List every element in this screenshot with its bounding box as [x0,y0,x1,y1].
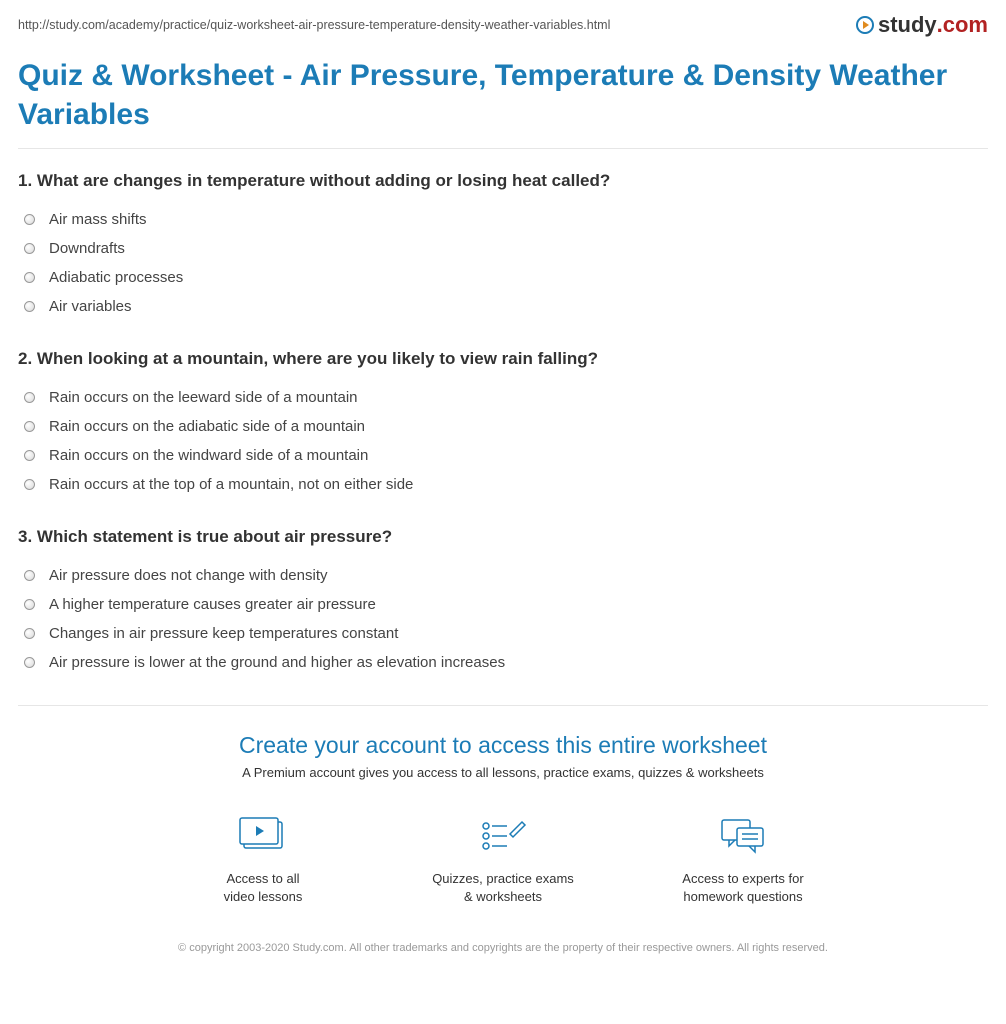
benefit-video: Access to all video lessons [178,812,348,906]
benefit-quizzes: Quizzes, practice exams & worksheets [418,812,588,906]
section-divider [18,705,988,706]
radio-icon[interactable] [24,657,35,668]
option-label: Air mass shifts [49,211,147,228]
answer-option[interactable]: Air pressure is lower at the ground and … [18,648,988,677]
answer-option[interactable]: Air variables [18,292,988,321]
radio-icon[interactable] [24,421,35,432]
radio-icon[interactable] [24,479,35,490]
radio-icon[interactable] [24,272,35,283]
option-label: Changes in air pressure keep temperature… [49,625,398,642]
question-block: 1. What are changes in temperature witho… [18,171,988,321]
option-label: Downdrafts [49,240,125,257]
page-title: Quiz & Worksheet - Air Pressure, Tempera… [18,56,988,149]
answer-option[interactable]: A higher temperature causes greater air … [18,590,988,619]
cta-section: Create your account to access this entir… [18,732,988,957]
answer-option[interactable]: Adiabatic processes [18,263,988,292]
question-text: 1. What are changes in temperature witho… [18,171,988,191]
option-label: Air pressure does not change with densit… [49,567,328,584]
question-block: 3. Which statement is true about air pre… [18,527,988,677]
answer-option[interactable]: Rain occurs on the windward side of a mo… [18,441,988,470]
question-text: 2. When looking at a mountain, where are… [18,349,988,369]
option-label: Air variables [49,298,132,315]
radio-icon[interactable] [24,570,35,581]
option-label: Rain occurs on the adiabatic side of a m… [49,418,365,435]
question-block: 2. When looking at a mountain, where are… [18,349,988,499]
radio-icon[interactable] [24,628,35,639]
option-label: Rain occurs on the windward side of a mo… [49,447,368,464]
benefit-text: Quizzes, practice exams & worksheets [418,870,588,906]
radio-icon[interactable] [24,243,35,254]
cta-subtitle: A Premium account gives you access to al… [18,765,988,780]
option-label: Rain occurs at the top of a mountain, no… [49,476,413,493]
answer-option[interactable]: Changes in air pressure keep temperature… [18,619,988,648]
radio-icon[interactable] [24,214,35,225]
logo-suffix: .com [937,12,988,38]
radio-icon[interactable] [24,450,35,461]
question-text: 3. Which statement is true about air pre… [18,527,988,547]
video-icon [178,812,348,860]
chat-icon [658,812,828,860]
checklist-icon [418,812,588,860]
header-row: http://study.com/academy/practice/quiz-w… [18,12,988,38]
page-url: http://study.com/academy/practice/quiz-w… [18,18,610,32]
option-label: A higher temperature causes greater air … [49,596,376,613]
answer-option[interactable]: Rain occurs on the adiabatic side of a m… [18,412,988,441]
benefit-text: Access to all video lessons [178,870,348,906]
answer-option[interactable]: Air mass shifts [18,205,988,234]
answer-option[interactable]: Downdrafts [18,234,988,263]
cta-title: Create your account to access this entir… [18,732,988,759]
site-logo[interactable]: study.com [856,12,988,38]
radio-icon[interactable] [24,599,35,610]
copyright-text: © copyright 2003-2020 Study.com. All oth… [143,940,863,957]
radio-icon[interactable] [24,392,35,403]
option-label: Air pressure is lower at the ground and … [49,654,505,671]
benefit-text: Access to experts for homework questions [658,870,828,906]
option-label: Rain occurs on the leeward side of a mou… [49,389,358,406]
answer-option[interactable]: Air pressure does not change with densit… [18,561,988,590]
option-label: Adiabatic processes [49,269,183,286]
logo-text: study [878,12,937,38]
answer-option[interactable]: Rain occurs on the leeward side of a mou… [18,383,988,412]
benefits-row: Access to all video lessons Quizzes, pra… [18,812,988,906]
benefit-experts: Access to experts for homework questions [658,812,828,906]
play-circle-icon [856,16,874,34]
questions-container: 1. What are changes in temperature witho… [18,171,988,677]
answer-option[interactable]: Rain occurs at the top of a mountain, no… [18,470,988,499]
radio-icon[interactable] [24,301,35,312]
